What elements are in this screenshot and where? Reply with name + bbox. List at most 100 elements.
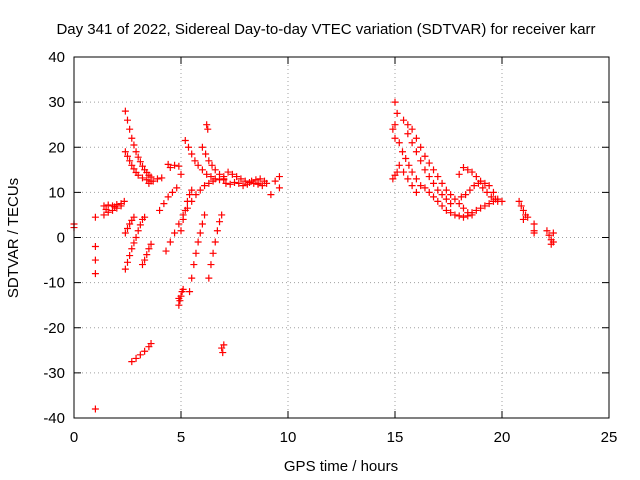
data-point [204,125,212,133]
data-point [391,121,399,129]
data-point [124,116,131,124]
data-point [188,186,196,194]
data-point [130,165,138,173]
data-point [254,179,262,187]
data-point [263,179,271,187]
data-point [442,206,450,214]
data-point [128,358,136,366]
data-point [192,249,200,257]
data-point [211,166,219,174]
x-tick-label: 15 [387,429,404,446]
data-point [421,166,429,174]
data-point [162,247,170,255]
data-point [412,188,420,196]
data-point [126,157,134,165]
data-point [104,201,112,209]
data-point [219,349,227,357]
data-point [186,191,194,199]
data-point [203,121,211,129]
data-point [451,195,459,203]
data-point [192,191,200,199]
data-point [275,173,283,181]
data-point [153,175,161,183]
data-point [175,301,183,309]
x-tick-label: 0 [70,429,78,446]
data-point [447,209,455,217]
data-point [408,168,416,176]
data-point [102,206,110,214]
chart-title: Day 341 of 2022, Sidereal Day-to-day VTE… [56,21,595,38]
data-point [472,206,480,214]
data-point [132,354,140,362]
data-point [191,157,199,165]
data-point [198,166,206,174]
data-point [530,220,538,228]
data-point [405,161,413,169]
data-point [201,211,209,219]
data-point [138,174,146,182]
data-point [190,261,198,269]
data-point [173,184,181,192]
data-point [417,182,425,190]
data-point [408,182,416,190]
data-point [216,218,224,226]
data-point [124,258,131,266]
data-point [121,107,129,115]
data-point [470,182,478,190]
data-point [184,143,192,151]
data-point [134,171,142,179]
data-point [404,175,412,183]
data-point [389,175,397,183]
data-point [179,215,187,223]
data-point [395,161,403,169]
data-point [459,204,467,212]
data-point [519,215,527,223]
data-point [233,173,241,181]
data-point [198,220,206,228]
data-point [120,197,128,205]
data-point [425,173,433,181]
data-point [515,197,523,205]
data-point [485,200,493,208]
data-point [179,285,187,293]
data-point [421,184,429,192]
data-point [202,150,210,158]
data-point [207,261,215,269]
data-point [216,170,224,178]
data-point [267,191,275,199]
data-point [408,125,416,133]
data-point [156,206,164,214]
data-point [213,227,221,235]
data-point [203,170,211,178]
data-point [171,229,179,237]
data-point [181,136,189,144]
data-point [132,148,140,156]
data-point [425,159,433,167]
data-point [141,213,149,221]
data-point [91,213,99,221]
data-point [239,182,247,190]
data-point [130,213,138,221]
data-point [402,155,410,163]
data-point [117,202,125,210]
data-point [181,206,189,214]
data-point [434,173,442,181]
data-point [211,238,219,246]
data-point [145,179,153,187]
data-point [145,245,153,253]
data-point [400,116,408,124]
data-point [543,227,551,235]
data-point [124,224,131,232]
data-point [121,265,129,273]
data-point [149,177,157,185]
data-point [134,153,142,161]
y-tick-label: 30 [48,94,65,111]
data-point [256,175,264,183]
data-point [481,179,489,187]
data-point [438,191,446,199]
data-point [391,134,399,142]
data-point [393,168,401,176]
data-point [404,121,412,129]
data-point [138,261,146,269]
